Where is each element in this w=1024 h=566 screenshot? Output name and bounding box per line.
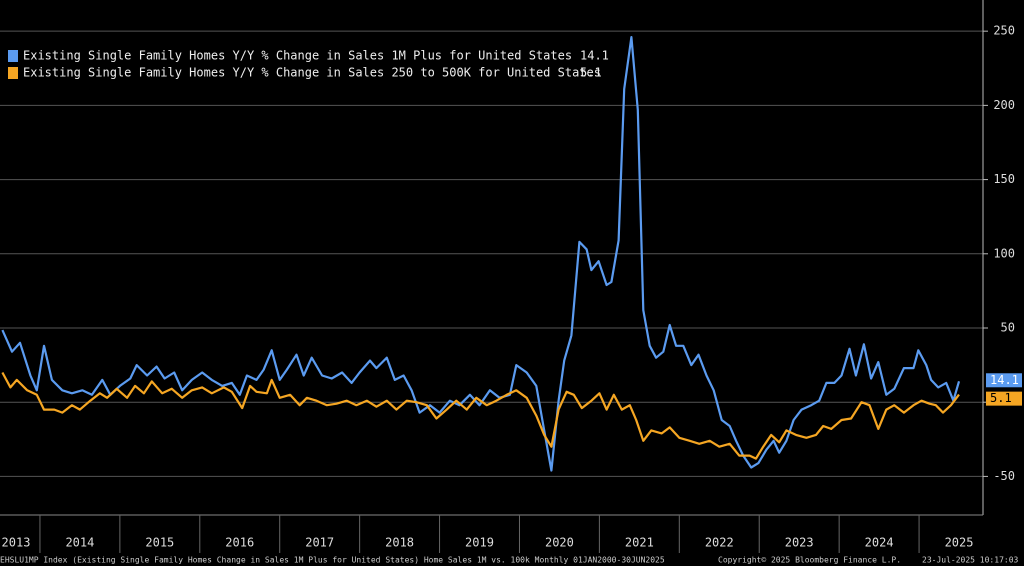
footer-timestamp: 23-Jul-2025 10:17:03 [922,556,1019,565]
x-tick-label: 2016 [225,536,254,550]
x-tick-label: 2023 [785,536,814,550]
y-tick-label: 100 [993,246,1015,260]
x-tick-label: 2022 [705,536,734,550]
x-tick-label: 2025 [945,536,974,550]
x-tick-label: 2018 [385,536,414,550]
series-line [1,36,961,472]
x-tick-label: 2014 [65,536,94,550]
y-tick-label: -50 [993,469,1015,483]
y-tick-label: 250 [993,24,1015,38]
last-value-box [986,373,1022,388]
plot [1,36,961,472]
x-tick-label: 2019 [465,536,494,550]
legend-label: Existing Single Family Homes Y/Y % Chang… [23,49,572,63]
legend-swatch [8,67,18,79]
x-tick-label: 2017 [305,536,334,550]
x-tick-label: 2024 [865,536,894,550]
y-tick-label: 200 [993,98,1015,112]
grid [0,30,983,477]
series-line [1,371,960,460]
x-tick-label: 2013 [2,536,31,550]
legend: Existing Single Family Homes Y/Y % Chang… [8,49,609,80]
y-tick-label: 50 [1001,320,1015,334]
legend-value: 14.1 [580,49,609,63]
footer-source: EHSLU1MP Index (Existing Single Family H… [0,556,665,565]
x-tick-label: 2020 [545,536,574,550]
legend-label: Existing Single Family Homes Y/Y % Chang… [23,66,601,80]
legend-value: 5.1 [580,66,602,80]
last-value-label: 14.1 [990,373,1019,387]
last-value-label: 5.1 [990,391,1012,405]
x-tick-label: 2015 [145,536,174,550]
footer-copyright: Copyright© 2025 Bloomberg Finance L.P. [718,556,901,565]
axes: -500501001502002502013201420152016201720… [2,24,1022,553]
legend-swatch [8,50,18,62]
last-value-box [986,391,1022,406]
y-tick-label: 150 [993,172,1015,186]
x-tick-label: 2021 [625,536,654,550]
